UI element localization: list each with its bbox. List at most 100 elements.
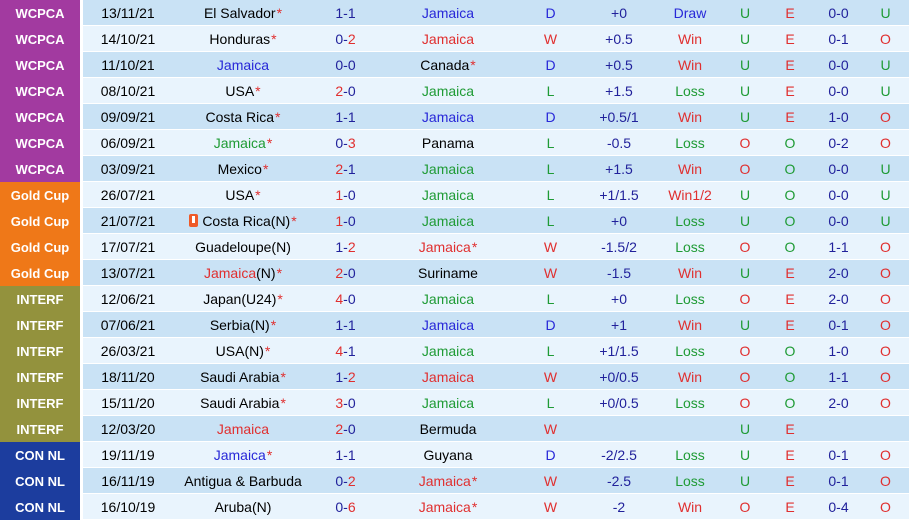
away-team-name: Bermuda: [419, 420, 477, 437]
match-date: 14/10/21: [83, 26, 173, 52]
away-team-star: *: [470, 56, 476, 73]
home-team-star: *: [266, 134, 273, 151]
away-team: Jamaica: [378, 104, 518, 130]
home-team-suffix: (U24): [241, 290, 277, 307]
home-team: Honduras *: [173, 26, 313, 52]
match-row: Gold Cup 17/07/21 Guadeloupe (N) 1-2 Jamaica *…: [0, 234, 909, 260]
over-under-result: O: [725, 494, 765, 520]
away-team: Jamaica: [378, 312, 518, 338]
result-letter: W: [518, 468, 583, 494]
home-team: Saudi Arabia *: [173, 364, 313, 390]
match-row: Gold Cup 13/07/21 Jamaica (N) * 2-0 Suriname W -…: [0, 260, 909, 286]
over-under-result: O: [725, 364, 765, 390]
fulltime-score: 4-1: [313, 338, 378, 364]
result-letter: L: [518, 390, 583, 416]
asian-handicap: +0/0.5: [583, 364, 655, 390]
asian-handicap: -1.5/2: [583, 234, 655, 260]
over-under-result: O: [725, 130, 765, 156]
fulltime-score: 2-0: [313, 260, 378, 286]
away-team-name: Jamaica: [421, 212, 475, 229]
halftime-over-under: [862, 416, 909, 442]
competition-badge: Gold Cup: [0, 182, 83, 208]
away-team: Jamaica: [378, 286, 518, 312]
halftime-score: 0-2: [815, 130, 862, 156]
halftime-over-under: O: [862, 104, 909, 130]
halftime-score: 1-0: [815, 104, 862, 130]
handicap-result: Loss: [655, 442, 725, 468]
over-under-result: U: [725, 312, 765, 338]
fulltime-score: 1-0: [313, 182, 378, 208]
score-dash: -: [343, 4, 348, 21]
match-row: INTERF 26/03/21 USA (N) * 4-1 Jamaica L +1/1.5 Lo…: [0, 338, 909, 364]
away-team-star: *: [471, 238, 478, 255]
home-goals: 4: [335, 290, 344, 307]
score-dash: -: [343, 472, 348, 489]
halftime-score: 0-1: [815, 312, 862, 338]
match-date: 18/11/20: [83, 364, 173, 390]
handicap-result: Loss: [655, 130, 725, 156]
home-team-name: Guadeloupe: [195, 238, 272, 255]
competition-badge: WCPCA: [0, 104, 83, 130]
odd-even-result: O: [765, 156, 815, 182]
handicap-result: Win: [655, 104, 725, 130]
away-team: Jamaica: [378, 78, 518, 104]
match-date: 19/11/19: [83, 442, 173, 468]
over-under-result: O: [725, 286, 765, 312]
home-team-name: USA: [225, 186, 255, 203]
fulltime-score: 2-0: [313, 416, 378, 442]
score-dash: -: [343, 134, 348, 151]
halftime-over-under: O: [862, 312, 909, 338]
home-team-name: Saudi Arabia: [200, 394, 280, 411]
handicap-result: Win: [655, 364, 725, 390]
competition-badge: CON NL: [0, 442, 83, 468]
result-letter: L: [518, 156, 583, 182]
match-row: WCPCA 11/10/21 Jamaica 0-0 Canada * D +0.5 Win U E…: [0, 52, 909, 78]
home-team-star: *: [255, 82, 261, 99]
handicap-result: Win: [655, 52, 725, 78]
away-goals: 0: [347, 394, 356, 411]
competition-badge: WCPCA: [0, 0, 83, 26]
home-team-name: Jamaica: [203, 264, 257, 281]
asian-handicap: +0.5/1: [583, 104, 655, 130]
asian-handicap: -1.5: [583, 260, 655, 286]
home-team-name: USA: [225, 82, 255, 99]
over-under-result: O: [725, 156, 765, 182]
halftime-score: 1-1: [815, 364, 862, 390]
handicap-result: Win: [655, 156, 725, 182]
halftime-score: 0-1: [815, 26, 862, 52]
odd-even-result: O: [765, 130, 815, 156]
handicap-result: Loss: [655, 390, 725, 416]
away-team: Jamaica *: [378, 494, 518, 520]
competition-badge: Gold Cup: [0, 234, 83, 260]
match-row: INTERF 12/06/21 Japan (U24) * 4-0 Jamaica L +0 Lo…: [0, 286, 909, 312]
halftime-over-under: O: [862, 260, 909, 286]
asian-handicap: +1.5: [583, 156, 655, 182]
away-team-star: *: [471, 472, 478, 489]
home-goals: 1: [335, 212, 344, 229]
competition-badge: WCPCA: [0, 26, 83, 52]
competition-badge: WCPCA: [0, 52, 83, 78]
home-team: Serbia (N) *: [173, 312, 313, 338]
away-team-name: Jamaica: [421, 368, 475, 385]
handicap-result: Win: [655, 26, 725, 52]
home-team: El Salvador *: [173, 0, 313, 26]
competition-badge: Gold Cup: [0, 260, 83, 286]
handicap-result: Win1/2: [655, 182, 725, 208]
halftime-score: 2-0: [815, 390, 862, 416]
away-team-name: Jamaica: [421, 290, 475, 307]
away-team: Jamaica: [378, 338, 518, 364]
away-team-name: Jamaica: [421, 108, 475, 125]
home-team-star: *: [255, 186, 261, 203]
halftime-over-under: U: [862, 208, 909, 234]
over-under-result: U: [725, 208, 765, 234]
home-team-star: *: [266, 446, 273, 463]
over-under-result: O: [725, 234, 765, 260]
match-row: CON NL 16/10/19 Aruba (N) 0-6 Jamaica * W -2 Win O…: [0, 494, 909, 520]
home-team-name: El Salvador: [203, 4, 276, 21]
halftime-over-under: U: [862, 78, 909, 104]
asian-handicap: [583, 416, 655, 442]
match-date: 15/11/20: [83, 390, 173, 416]
home-goals: 0: [335, 30, 344, 47]
score-dash: -: [343, 316, 348, 333]
